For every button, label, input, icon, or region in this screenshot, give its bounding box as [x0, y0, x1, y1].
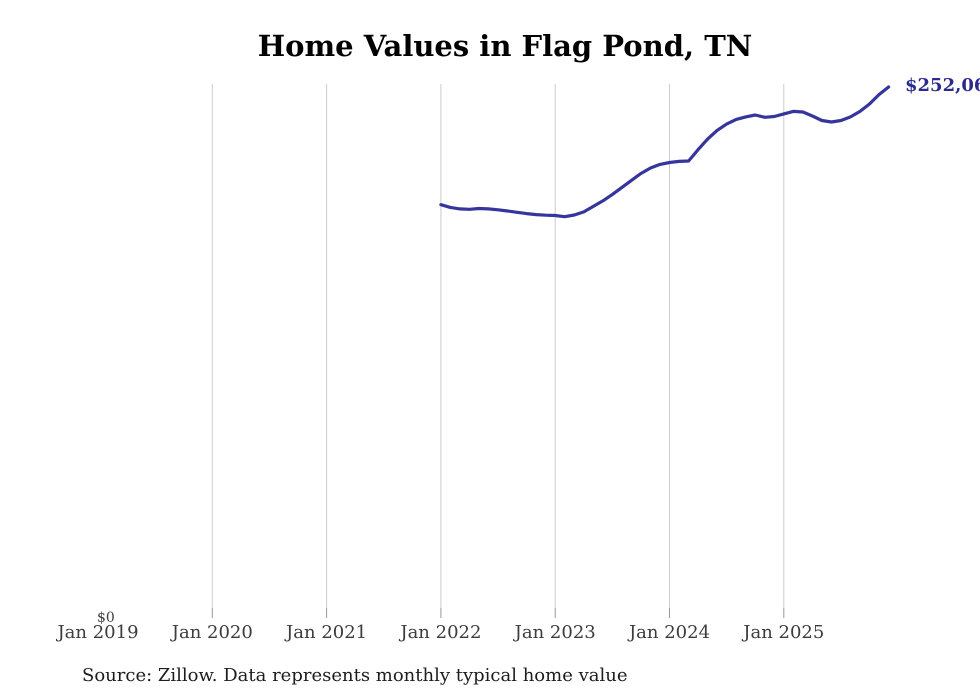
x-tick-label-2022: Jan 2022 — [400, 622, 482, 643]
y-axis-zero-label: $0 — [97, 610, 115, 626]
x-tick-label-2019: Jan 2019 — [57, 622, 139, 643]
source-note: Source: Zillow. Data represents monthly … — [82, 665, 628, 686]
x-tick-label-2024: Jan 2024 — [628, 622, 711, 643]
x-tick-label-2025: Jan 2025 — [743, 622, 825, 643]
x-tick-label-2023: Jan 2023 — [514, 622, 596, 643]
home-value-line — [439, 85, 891, 219]
chart-title: Home Values in Flag Pond, TN — [257, 29, 753, 63]
latest-value-label: $252,063 — [905, 75, 980, 96]
x-tick-label-2021: Jan 2021 — [286, 622, 368, 643]
x-tick-label-2020: Jan 2020 — [171, 622, 253, 643]
